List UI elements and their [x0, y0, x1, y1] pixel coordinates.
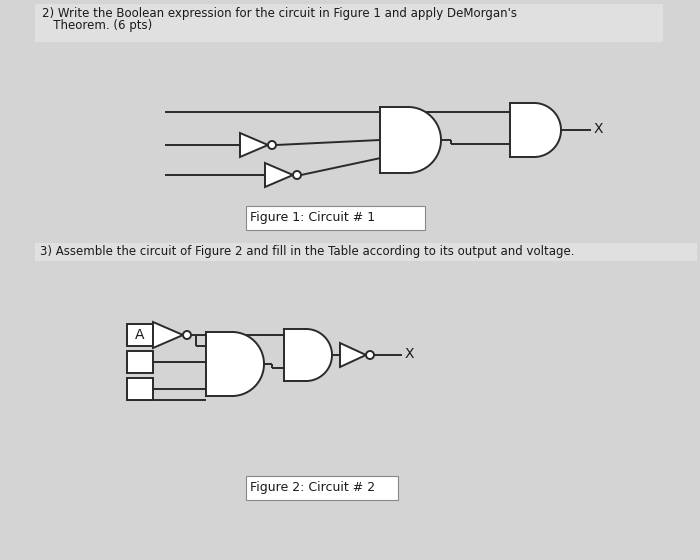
FancyBboxPatch shape	[246, 206, 425, 230]
Text: A: A	[135, 328, 145, 342]
Polygon shape	[265, 163, 293, 187]
Polygon shape	[206, 332, 232, 396]
Circle shape	[293, 171, 301, 179]
Polygon shape	[340, 343, 366, 367]
FancyBboxPatch shape	[35, 4, 663, 42]
Polygon shape	[153, 322, 183, 348]
Text: Theorem. (6 pts): Theorem. (6 pts)	[42, 19, 153, 32]
Text: 3) Assemble the circuit of Figure 2 and fill in the Table according to its outpu: 3) Assemble the circuit of Figure 2 and …	[40, 245, 575, 259]
Polygon shape	[232, 332, 264, 396]
Text: 2) Write the Boolean expression for the circuit in Figure 1 and apply DeMorgan's: 2) Write the Boolean expression for the …	[42, 7, 517, 20]
Polygon shape	[306, 329, 332, 381]
Text: X: X	[594, 122, 603, 136]
FancyBboxPatch shape	[246, 476, 398, 500]
Circle shape	[183, 331, 191, 339]
Text: X: X	[405, 347, 414, 361]
Polygon shape	[380, 107, 408, 173]
Polygon shape	[534, 103, 561, 157]
Circle shape	[366, 351, 374, 359]
Polygon shape	[408, 107, 441, 173]
FancyBboxPatch shape	[127, 378, 153, 400]
Polygon shape	[510, 103, 534, 157]
Text: Figure 1: Circuit # 1: Figure 1: Circuit # 1	[250, 212, 375, 225]
FancyBboxPatch shape	[35, 243, 697, 261]
FancyBboxPatch shape	[127, 324, 153, 346]
Polygon shape	[284, 329, 306, 381]
FancyBboxPatch shape	[127, 351, 153, 373]
Polygon shape	[240, 133, 268, 157]
Circle shape	[268, 141, 276, 149]
Text: Figure 2: Circuit # 2: Figure 2: Circuit # 2	[250, 482, 375, 494]
